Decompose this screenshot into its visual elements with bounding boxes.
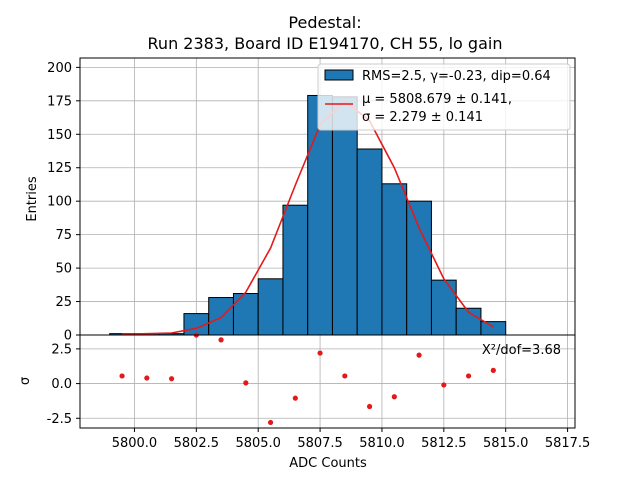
- fit-curve: [122, 99, 494, 336]
- axes: [79, 57, 576, 429]
- residual-point: [119, 373, 125, 379]
- histogram-bar: [282, 204, 309, 336]
- residual-frame: [79, 334, 576, 429]
- histogram-bars: [109, 94, 507, 336]
- y-tick-label: 200: [47, 61, 72, 76]
- residual-point: [391, 394, 397, 400]
- legend-label-fit-line1: μ = 5808.679 ± 0.141,: [362, 92, 512, 107]
- residual-point: [342, 373, 348, 379]
- y-axis-label-top: Entries: [25, 176, 40, 222]
- legend-label-hist: RMS=2.5, γ=-0.23, dip=0.64: [362, 69, 551, 84]
- histogram-bar: [381, 183, 408, 336]
- y-tick-label: 75: [55, 228, 72, 243]
- y-tick-label: 2.5: [51, 342, 72, 357]
- histogram-bar: [208, 297, 234, 336]
- chi2-annotation: X²/dof=3.68: [482, 343, 561, 358]
- histogram-bar: [406, 200, 432, 336]
- chart-title-line2: Run 2383, Board ID E194170, CH 55, lo ga…: [148, 34, 503, 53]
- chart-title-line1: Pedestal:: [288, 13, 361, 32]
- y-tick-label: 125: [47, 161, 72, 176]
- histogram-bar: [356, 148, 383, 336]
- legend-label-fit-line2: σ = 2.279 ± 0.141: [362, 110, 483, 125]
- y-tick-label: -2.5: [47, 412, 72, 427]
- legend: RMS=2.5, γ=-0.23, dip=0.64 μ = 5808.679 …: [317, 63, 571, 131]
- y-tick-label: 175: [47, 94, 72, 109]
- histogram-bar: [430, 279, 457, 336]
- x-tick-label: 5800.0: [112, 436, 158, 451]
- y-tick-label: 0: [64, 329, 72, 344]
- x-tick-label: 5815.0: [483, 436, 529, 451]
- x-tick-label: 5802.5: [174, 436, 220, 451]
- x-tick-label: 5807.5: [297, 436, 343, 451]
- residual-point: [490, 367, 496, 373]
- residual-point: [416, 352, 422, 358]
- residual-point: [317, 350, 323, 356]
- x-tick-label: 5817.5: [545, 436, 591, 451]
- legend-frame: [317, 63, 571, 131]
- x-axis-label: ADC Counts: [289, 456, 367, 471]
- residual-point: [366, 403, 373, 410]
- histogram-bar: [331, 96, 358, 336]
- histogram-bar: [232, 293, 259, 336]
- tick-labels: 0 25 50 75 100 125 150 175 200 -2.5 0.0 2.5 5800.0 58…: [47, 61, 591, 451]
- y-tick-label: 100: [47, 195, 72, 210]
- x-tick-label: 5810.0: [359, 436, 405, 451]
- residual-point: [441, 382, 447, 388]
- residual-point: [465, 373, 472, 379]
- histogram-bar: [257, 278, 284, 336]
- fit-polyline: [122, 99, 494, 336]
- residual-point: [218, 337, 224, 343]
- y-axis-label-bottom: σ: [18, 377, 33, 385]
- y-tick-label: 50: [55, 262, 72, 277]
- residual-point: [144, 375, 150, 381]
- residual-point: [168, 376, 175, 382]
- histogram-bar: [480, 321, 507, 336]
- residual-points: [119, 332, 496, 426]
- x-tick-label: 5805.0: [235, 436, 281, 451]
- y-tick-label: 0.0: [51, 377, 72, 392]
- histogram-bar: [307, 94, 333, 336]
- residual-grid: [80, 335, 575, 428]
- residual-point: [243, 380, 249, 386]
- residual-point: [292, 395, 298, 401]
- legend-patch: [324, 69, 354, 81]
- x-tick-label: 5812.5: [421, 436, 467, 451]
- residual-point: [267, 419, 274, 426]
- y-tick-label: 25: [55, 295, 72, 310]
- y-tick-label: 150: [47, 128, 72, 143]
